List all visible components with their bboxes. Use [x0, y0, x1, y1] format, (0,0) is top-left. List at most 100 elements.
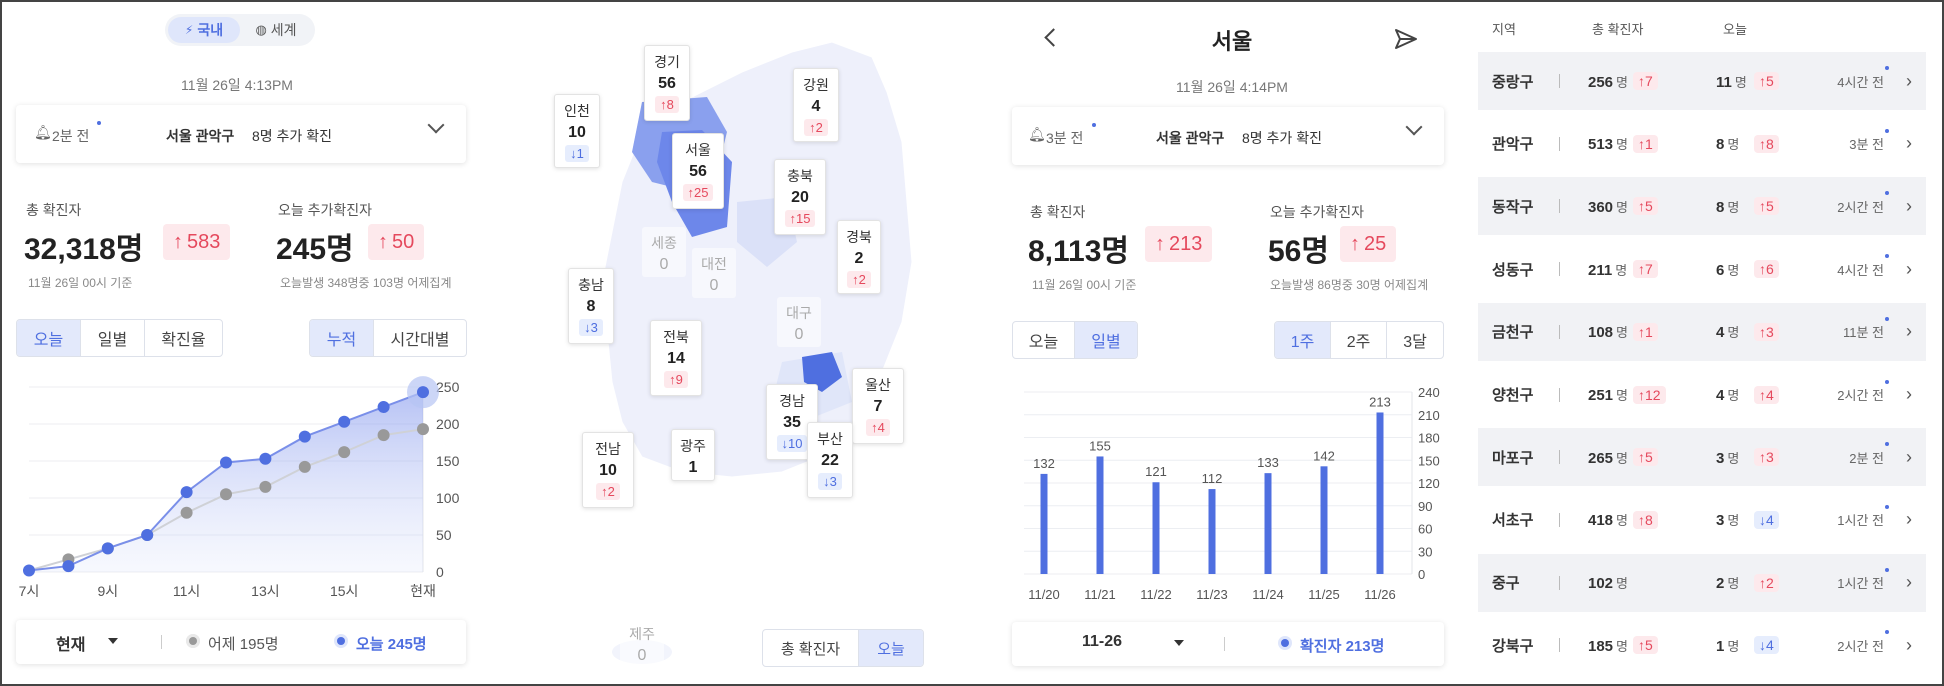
- table-row[interactable]: 양천구 251 명 ↑12 4 명 ↑4 2시간 전 ›: [1478, 366, 1926, 424]
- caret-down-icon[interactable]: [108, 638, 118, 644]
- map-region-4[interactable]: 충북 20 ↑15: [774, 159, 826, 235]
- map-region-11[interactable]: 울산 7 ↑4: [852, 368, 904, 444]
- bar[interactable]: [1376, 412, 1384, 574]
- map-panel: 경기 56 ↑8 강원 4 ↑2 인천 10 ↓1 서울 56 ↑25 충북 20 ↑15 세종 0 대전 0 경북 2…: [542, 2, 982, 686]
- seoul-tab-daily[interactable]: 일별: [1075, 322, 1137, 358]
- date-select-value[interactable]: 11-26: [1082, 633, 1123, 650]
- map-region-6[interactable]: 대전 0: [692, 248, 736, 298]
- chevron-down-icon[interactable]: [1405, 118, 1423, 136]
- today-point[interactable]: [298, 430, 311, 443]
- bar[interactable]: [1264, 473, 1272, 574]
- chevron-right-icon[interactable]: ›: [1906, 70, 1912, 91]
- alert-card[interactable]: 🔔︎ 2분 전 서울 관악구 8명 추가 확진: [16, 105, 466, 163]
- today-point[interactable]: [101, 542, 114, 555]
- table-row[interactable]: 마포구 265 명 ↑5 3 명 ↑3 2분 전 ›: [1478, 428, 1926, 487]
- district-today-delta: ↓4: [1754, 636, 1779, 655]
- korea-map: [601, 41, 913, 664]
- bar[interactable]: [1208, 489, 1216, 574]
- time-select-value[interactable]: 현재: [56, 637, 86, 654]
- chevron-right-icon[interactable]: ›: [1906, 195, 1912, 216]
- map-region-7[interactable]: 경북 2 ↑2: [837, 220, 881, 294]
- new-dot: [1885, 504, 1889, 509]
- chevron-right-icon[interactable]: ›: [1906, 133, 1912, 154]
- tab-daily[interactable]: 일별: [81, 320, 145, 356]
- district-name: 강북구: [1492, 637, 1534, 655]
- map-region-delta: ↑15: [784, 210, 816, 227]
- district-updated-time: 11분 전: [1842, 325, 1884, 341]
- share-icon[interactable]: [1394, 28, 1418, 50]
- chevron-right-icon[interactable]: ›: [1906, 446, 1912, 467]
- bar[interactable]: [1152, 482, 1160, 574]
- footer-divider: [1224, 637, 1225, 651]
- chevron-right-icon[interactable]: ›: [1906, 572, 1912, 593]
- seoul-tab-today[interactable]: 오늘: [1013, 322, 1075, 358]
- seoul-tab-1w[interactable]: 1주: [1275, 322, 1331, 358]
- map-region-14[interactable]: 광주 1: [671, 429, 715, 481]
- table-row[interactable]: 관악구 513 명 ↑1 8 명 ↑8 3분 전 ›: [1478, 115, 1926, 173]
- map-region-15[interactable]: 부산 22 ↓3: [807, 422, 853, 498]
- map-region-value: 4: [811, 98, 821, 115]
- today-point[interactable]: [62, 560, 75, 573]
- district-name: 중랑구: [1492, 73, 1534, 91]
- tab-today[interactable]: 오늘: [17, 320, 81, 356]
- table-row[interactable]: 중랑구 256 명 ↑7 11 명 ↑5 4시간 전 ›: [1478, 52, 1926, 110]
- new-dot: [1885, 567, 1889, 572]
- chevron-right-icon[interactable]: ›: [1906, 634, 1912, 655]
- map-region-10[interactable]: 전북 14 ↑9: [650, 320, 702, 396]
- seoul-today-delta: 25: [1364, 232, 1387, 255]
- table-row[interactable]: 성동구 211 명 ↑7 6 명 ↑6 4시간 전 ›: [1478, 240, 1926, 298]
- bar-value-label: 213: [1369, 394, 1391, 409]
- district-total-delta: ↑12: [1633, 385, 1666, 404]
- view-tabs: 오늘 일별 확진율: [16, 319, 223, 357]
- chevron-right-icon[interactable]: ›: [1906, 321, 1912, 342]
- seoul-tab-3m[interactable]: 3달: [1403, 334, 1427, 351]
- today-point[interactable]: [377, 400, 390, 413]
- table-row[interactable]: 금천구 108 명 ↑1 4 명 ↑3 11분 전 ›: [1478, 302, 1926, 361]
- today-point[interactable]: [180, 486, 193, 499]
- caret-down-icon[interactable]: [1174, 640, 1184, 646]
- y-tick-label: 120: [1418, 476, 1440, 491]
- map-tab-today[interactable]: 오늘: [859, 630, 923, 666]
- map-region-9[interactable]: 대구 0: [777, 297, 821, 347]
- map-tab-total[interactable]: 총 확진자: [763, 630, 859, 666]
- map-region-2[interactable]: 인천 10 ↓1: [554, 94, 600, 168]
- today-point[interactable]: [220, 456, 232, 469]
- table-row[interactable]: 강북구 185 명 ↑5 1 명 ↓4 2시간 전 ›: [1478, 616, 1926, 674]
- world-toggle-button[interactable]: ◍ 세계: [240, 17, 312, 43]
- table-row[interactable]: 중구 102 명 2 명 ↑2 1시간 전 ›: [1478, 553, 1926, 612]
- map-region-16[interactable]: 제주 0: [620, 618, 664, 670]
- seoul-total-value: 8,113명: [1028, 235, 1130, 268]
- bar[interactable]: [1096, 456, 1104, 574]
- today-point[interactable]: [23, 564, 35, 577]
- chevron-right-icon[interactable]: ›: [1906, 258, 1912, 279]
- map-region-3[interactable]: 서울 56 ↑25: [672, 133, 724, 209]
- bar[interactable]: [1320, 466, 1328, 574]
- chevron-down-icon[interactable]: [427, 116, 445, 134]
- map-region-value: 1: [688, 459, 698, 476]
- map-region-0[interactable]: 경기 56 ↑8: [644, 45, 690, 121]
- map-region-delta: ↑2: [596, 483, 620, 500]
- today-point[interactable]: [338, 415, 351, 428]
- domestic-toggle-button[interactable]: ⚡ 국내: [168, 17, 240, 43]
- bar[interactable]: [1040, 473, 1048, 574]
- chevron-right-icon[interactable]: ›: [1906, 509, 1912, 530]
- tab-rate[interactable]: 확진율: [161, 332, 206, 349]
- seoul-update-date: 11월 26일 4:14PM: [1176, 79, 1288, 95]
- map-region-5[interactable]: 세종 0: [642, 227, 686, 277]
- tab-hourly[interactable]: 시간대별: [390, 332, 450, 349]
- x-tick-label: 9시: [97, 583, 118, 599]
- today-point[interactable]: [417, 386, 429, 399]
- table-row[interactable]: 동작구 360 명 ↑5 8 명 ↑5 2시간 전 ›: [1478, 177, 1926, 236]
- map-region-13[interactable]: 전남 10 ↑2: [582, 432, 634, 508]
- today-point[interactable]: [141, 529, 154, 541]
- today-point[interactable]: [259, 452, 272, 465]
- map-region-8[interactable]: 충남 8 ↓3: [568, 268, 614, 344]
- map-region-1[interactable]: 강원 4 ↑2: [793, 68, 839, 142]
- map-region-value: 10: [568, 124, 586, 141]
- table-row[interactable]: 서초구 418 명 ↑8 3 명 ↓4 1시간 전 ›: [1478, 491, 1926, 549]
- tab-cumulative[interactable]: 누적: [310, 320, 374, 356]
- seoul-tab-2w[interactable]: 2주: [1331, 322, 1387, 358]
- seoul-alert-card[interactable]: 🔔︎ 3분 전 서울 관악구 8명 추가 확진: [1012, 107, 1444, 165]
- chevron-right-icon[interactable]: ›: [1906, 384, 1912, 404]
